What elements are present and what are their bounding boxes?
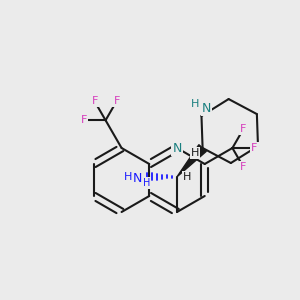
Text: F: F (92, 96, 98, 106)
Text: F: F (240, 162, 247, 172)
Text: H: H (124, 172, 132, 182)
Text: N: N (172, 142, 182, 154)
Text: H: H (183, 172, 191, 182)
Text: F: F (80, 115, 87, 125)
Text: H: H (143, 178, 151, 188)
Text: H: H (191, 99, 200, 109)
Text: H: H (190, 148, 199, 158)
Text: N: N (202, 101, 211, 115)
Text: F: F (113, 96, 120, 106)
Text: N: N (133, 172, 142, 185)
Polygon shape (177, 145, 206, 177)
Text: F: F (240, 124, 247, 134)
Text: F: F (251, 143, 258, 153)
